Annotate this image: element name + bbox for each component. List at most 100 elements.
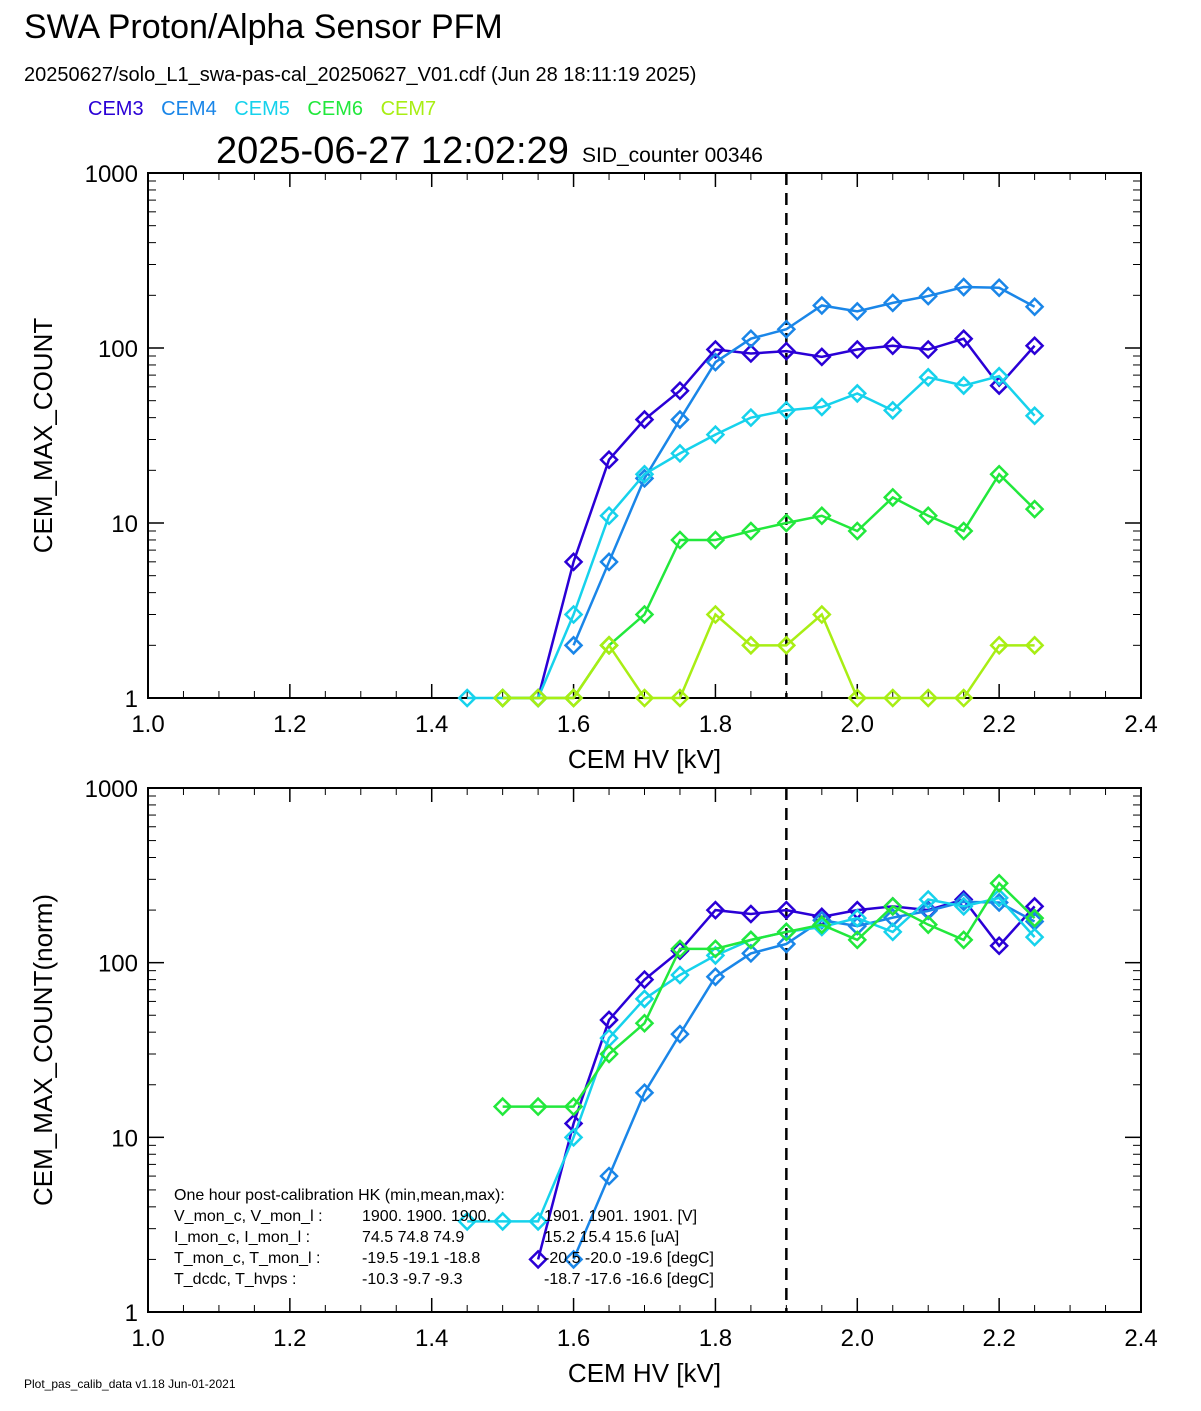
data-point xyxy=(776,513,797,533)
y-tick-label: 1000 xyxy=(85,776,138,803)
data-point xyxy=(528,1211,548,1232)
data-point xyxy=(847,908,868,928)
data-point xyxy=(847,383,868,404)
legend-cem5: CEM5 xyxy=(234,98,290,120)
x-tick-label: 1.6 xyxy=(557,711,590,738)
data-point xyxy=(457,688,477,708)
x-tick-label: 1.2 xyxy=(273,1325,306,1352)
data-point xyxy=(634,409,655,430)
x-tick-label: 2.2 xyxy=(982,711,1015,738)
legend-cem6: CEM6 xyxy=(307,98,363,120)
legend-cem4: CEM4 xyxy=(161,98,217,120)
data-point xyxy=(847,339,868,360)
data-point xyxy=(634,604,655,625)
data-point xyxy=(953,688,974,708)
data-point xyxy=(812,604,832,625)
data-point xyxy=(847,301,868,322)
legend-cem7: CEM7 xyxy=(380,98,437,120)
data-point xyxy=(705,339,726,360)
hk-row-label: T_dcdc, T_hvps : xyxy=(174,1271,296,1288)
data-point xyxy=(989,366,1009,386)
x-tick-label: 1.2 xyxy=(273,711,306,738)
series-cem6 xyxy=(492,873,1045,1117)
data-point xyxy=(670,530,690,550)
data-point xyxy=(776,934,797,954)
data-point xyxy=(953,521,974,541)
x-axis-label: CEM HV [kV] xyxy=(568,744,721,774)
data-point xyxy=(741,521,761,541)
x-tick-label: 1.8 xyxy=(699,711,732,738)
data-point xyxy=(741,343,761,364)
data-point xyxy=(741,904,761,924)
y-tick-label: 100 xyxy=(98,951,138,978)
y-tick-label: 1 xyxy=(125,686,138,713)
data-point xyxy=(741,635,761,656)
data-point xyxy=(776,400,797,421)
data-point xyxy=(563,1249,584,1270)
data-point xyxy=(953,930,974,950)
sid-counter: SID_counter 00346 xyxy=(582,144,763,167)
data-point xyxy=(776,635,797,656)
data-point xyxy=(670,1024,690,1044)
data-point xyxy=(1024,908,1045,928)
data-point xyxy=(634,969,655,990)
data-point xyxy=(953,896,974,917)
data-point xyxy=(705,939,726,959)
x-tick-label: 1.4 xyxy=(415,1325,448,1352)
data-point xyxy=(599,635,619,656)
data-point xyxy=(492,1211,513,1232)
data-point xyxy=(918,688,938,708)
data-point xyxy=(705,530,726,550)
x-tick-label: 1.4 xyxy=(415,711,448,738)
data-point xyxy=(882,688,903,708)
data-point xyxy=(776,900,797,920)
data-point xyxy=(1024,927,1045,947)
hk-annotation: One hour post-calibration HK (min,mean,m… xyxy=(174,1187,714,1288)
data-point xyxy=(705,604,726,625)
data-point xyxy=(918,367,938,388)
data-point xyxy=(599,449,619,470)
data-point xyxy=(741,930,761,950)
data-point xyxy=(599,505,619,526)
hk-row-values-c: -19.5 -19.1 -18.8 xyxy=(362,1250,480,1267)
data-point xyxy=(918,889,938,910)
data-point xyxy=(918,339,938,360)
series-cem5 xyxy=(457,366,1045,708)
data-point xyxy=(847,916,868,936)
series-line xyxy=(502,881,1036,1108)
data-point xyxy=(1024,297,1045,317)
data-point xyxy=(953,375,974,396)
x-tick-label: 1.8 xyxy=(699,1325,732,1352)
data-point xyxy=(528,1249,548,1270)
timestamp: 2025-06-27 12:02:29 xyxy=(216,130,569,172)
hk-heading: One hour post-calibration HK (min,mean,m… xyxy=(174,1187,505,1204)
data-point xyxy=(812,295,832,316)
data-point xyxy=(989,277,1009,298)
series-cem3 xyxy=(528,328,1045,708)
data-point xyxy=(882,400,903,421)
data-point xyxy=(989,888,1009,908)
data-point xyxy=(670,409,690,430)
data-point xyxy=(812,397,832,417)
hk-row-label: I_mon_c, I_mon_l : xyxy=(174,1229,310,1246)
hk-row-values-l: 1901. 1901. 1901. [V] xyxy=(544,1208,697,1225)
plot-frame xyxy=(147,172,1142,699)
series-line xyxy=(467,374,1036,700)
data-point xyxy=(847,930,868,950)
x-axis-label: CEM HV [kV] xyxy=(568,1358,721,1388)
series-cem7 xyxy=(492,604,1045,708)
data-point xyxy=(670,688,690,708)
data-point xyxy=(776,319,797,340)
data-point xyxy=(882,293,903,313)
data-point xyxy=(776,341,797,361)
data-point xyxy=(918,505,938,526)
chart-panel-1: 1.0 1.2 1.4 1.6 1.8 2.0 2.2 2.4 1 10 100 1000 CEM HV… xyxy=(28,161,1158,774)
hk-row-values-l: -20.5 -20.0 -19.6 [degC] xyxy=(544,1250,714,1267)
x-tick-label: 2.0 xyxy=(841,711,874,738)
data-point xyxy=(882,487,903,508)
data-point xyxy=(634,464,655,484)
data-point xyxy=(953,328,974,349)
x-tick-label: 1.0 xyxy=(131,711,164,738)
data-point xyxy=(812,347,832,367)
